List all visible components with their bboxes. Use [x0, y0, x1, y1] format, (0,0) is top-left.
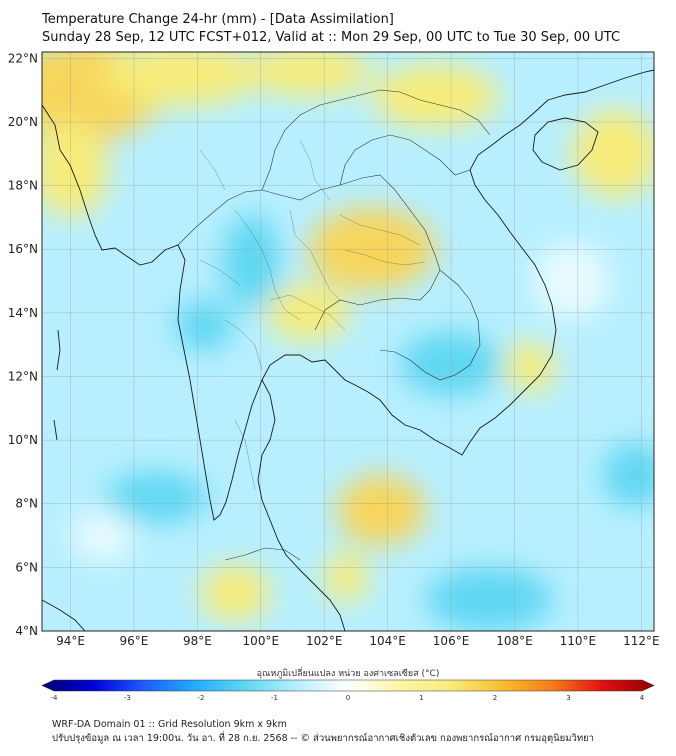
graticule	[42, 52, 654, 631]
temperature-anomaly-blobs	[42, 52, 654, 631]
anomaly-blob	[42, 122, 109, 218]
colorbar-tick-label: 2	[493, 694, 497, 702]
lon-label: 104°E	[369, 634, 406, 648]
colorbar-gradient	[41, 679, 655, 692]
anomaly-blob	[603, 443, 654, 507]
anomaly-blob	[324, 551, 369, 603]
footer-model-info: WRF-DA Domain 01 :: Grid Resolution 9km …	[52, 719, 287, 730]
colorbar-tick-label: -1	[271, 694, 278, 702]
colorbar	[41, 679, 655, 692]
lat-label: 4°N	[15, 624, 38, 638]
lat-label: 6°N	[15, 560, 38, 574]
colorbar-tick-label: 4	[640, 694, 645, 702]
anomaly-blob	[371, 64, 499, 129]
lat-label: 14°N	[8, 306, 38, 320]
lon-label: 96°E	[120, 634, 149, 648]
anomaly-blob	[175, 300, 233, 352]
anomaly-blob	[70, 510, 134, 562]
anomaly-blob	[200, 564, 271, 622]
temperature-field	[42, 52, 654, 631]
lat-label: 16°N	[8, 242, 38, 256]
colorbar-tick-label: -2	[198, 694, 205, 702]
lat-label: 18°N	[8, 179, 38, 193]
lat-label: 20°N	[8, 115, 38, 129]
anomaly-blob	[244, 52, 372, 97]
lat-label: 10°N	[8, 433, 38, 447]
lat-label: 22°N	[8, 51, 38, 65]
anomaly-blob	[571, 109, 654, 199]
map-frame	[41, 51, 655, 632]
anomaly-blob	[504, 341, 556, 393]
anomaly-blob	[425, 567, 553, 631]
anomaly-blob	[102, 52, 261, 107]
province-borders	[199, 139, 426, 491]
map-subtitle: Sunday 28 Sep, 12 UTC FCST+012, Valid at…	[42, 30, 621, 45]
lon-label: 110°E	[560, 634, 597, 648]
anomaly-blob	[222, 214, 280, 310]
colorbar-tick-label: -4	[51, 694, 59, 702]
colorbar-tick-label: 0	[346, 694, 350, 702]
lon-label: 112°E	[623, 634, 660, 648]
lon-label: 94°E	[56, 634, 85, 648]
anomaly-blob	[533, 242, 610, 320]
longitude-labels: 94°E 96°E 98°E 100°E 102°E 104°E 106°E 108°E 110…	[56, 634, 659, 648]
lon-label: 100°E	[243, 634, 280, 648]
colorbar-label: อุณหภูมิเปลี่ยนแปลง หน่วย องศาเซลเซียส (…	[257, 666, 440, 679]
latitude-labels: 22°N 20°N 18°N 16°N 14°N 12°N 10°N 8°N 6°N 4°N	[8, 51, 38, 638]
lon-label: 98°E	[183, 634, 212, 648]
lon-label: 102°E	[306, 634, 343, 648]
lat-label: 12°N	[8, 369, 38, 383]
lon-label: 108°E	[496, 634, 533, 648]
colorbar-tick-label: 1	[419, 694, 423, 702]
lat-label: 8°N	[15, 497, 38, 511]
colorbar-tick-label: 3	[566, 694, 570, 702]
country-borders	[177, 89, 491, 561]
anomaly-blob	[336, 475, 426, 546]
lon-label: 106°E	[433, 634, 470, 648]
coastlines	[42, 69, 654, 631]
colorbar-ticks: -4 -3 -2 -1 0 1 2 3 4	[51, 694, 645, 702]
map-title: Temperature Change 24-hr (mm) - [Data As…	[42, 12, 394, 27]
anomaly-blob	[105, 471, 207, 523]
footer-credit: ปรับปรุงข้อมูล ณ เวลา 19:00น. วัน อา. ที…	[52, 733, 594, 744]
colorbar-tick-label: -3	[124, 694, 131, 702]
